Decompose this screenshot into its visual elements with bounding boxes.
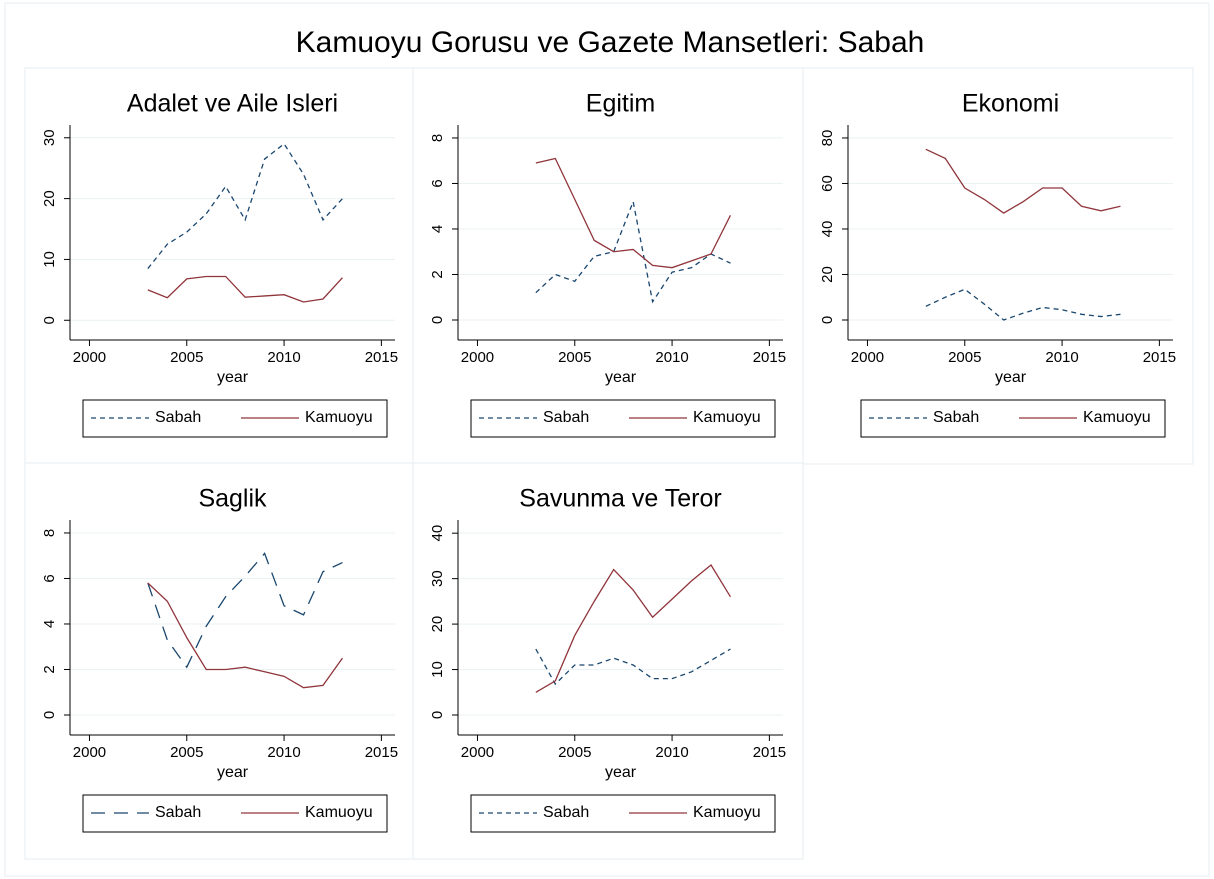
series-line bbox=[535, 648, 731, 686]
y-tick-label: 60 bbox=[819, 175, 836, 192]
legend-box bbox=[470, 794, 776, 833]
y-tick-label: 40 bbox=[819, 221, 836, 238]
x-tick-label: 2015 bbox=[753, 349, 786, 366]
y-tick-label: 4 bbox=[41, 620, 58, 628]
x-axis-label: year bbox=[605, 369, 637, 386]
subplot-title: Ekonomi bbox=[962, 90, 1059, 118]
legend-label: Sabah bbox=[933, 409, 979, 426]
y-tick-label: 0 bbox=[41, 711, 58, 719]
legend-label: Sabah bbox=[543, 804, 589, 821]
x-tick-label: 2010 bbox=[655, 744, 688, 761]
x-tick-label: 2000 bbox=[461, 349, 494, 366]
series-line bbox=[147, 275, 343, 303]
legend-box bbox=[82, 794, 388, 833]
y-tick-label: 30 bbox=[41, 129, 58, 146]
x-tick-label: 2010 bbox=[267, 349, 300, 366]
panel bbox=[412, 67, 804, 465]
y-tick-label: 4 bbox=[429, 225, 446, 233]
x-tick-label: 2000 bbox=[851, 349, 884, 366]
legend-box bbox=[470, 399, 776, 438]
panel bbox=[24, 67, 416, 465]
series-line bbox=[147, 142, 343, 269]
series-line bbox=[535, 157, 732, 269]
x-axis-label: year bbox=[217, 764, 249, 781]
y-tick-label: 8 bbox=[429, 134, 446, 142]
subplot-title: Adalet ve Aile Isleri bbox=[127, 90, 338, 118]
series-line bbox=[925, 148, 1121, 214]
subplot-title: Savunma ve Teror bbox=[519, 485, 721, 513]
x-tick-label: 2000 bbox=[73, 744, 106, 761]
x-tick-label: 2005 bbox=[170, 349, 203, 366]
y-tick-label: 80 bbox=[819, 130, 836, 147]
series-line bbox=[147, 582, 343, 689]
legend-label: Sabah bbox=[155, 804, 201, 821]
x-tick-label: 2015 bbox=[365, 349, 398, 366]
legend-label: Sabah bbox=[543, 409, 589, 426]
y-tick-label: 8 bbox=[41, 529, 58, 537]
y-tick-label: 10 bbox=[41, 251, 58, 268]
y-tick-label: 20 bbox=[41, 190, 58, 207]
legend-box bbox=[860, 399, 1166, 438]
y-tick-label: 6 bbox=[41, 574, 58, 582]
y-tick-label: 0 bbox=[429, 316, 446, 324]
x-tick-label: 2010 bbox=[1045, 349, 1078, 366]
y-tick-label: 30 bbox=[429, 570, 446, 587]
x-axis-label: year bbox=[605, 764, 637, 781]
series-line bbox=[535, 199, 731, 304]
series-line bbox=[147, 552, 343, 669]
chart-title: Kamuoyu Gorusu ve Gazete Mansetleri: Sab… bbox=[296, 26, 925, 59]
legend-label: Sabah bbox=[155, 409, 201, 426]
legend-label: Kamuoyu bbox=[305, 409, 373, 426]
legend-label: Kamuoyu bbox=[693, 804, 761, 821]
y-tick-label: 2 bbox=[429, 270, 446, 278]
x-tick-label: 2015 bbox=[753, 744, 786, 761]
panel bbox=[802, 67, 1194, 465]
x-axis-label: year bbox=[217, 369, 249, 386]
x-tick-label: 2005 bbox=[558, 349, 591, 366]
panel bbox=[412, 462, 804, 860]
x-tick-label: 2000 bbox=[461, 744, 494, 761]
x-tick-label: 2015 bbox=[365, 744, 398, 761]
legend-label: Kamuoyu bbox=[1083, 409, 1151, 426]
y-tick-label: 10 bbox=[429, 661, 446, 678]
y-tick-label: 20 bbox=[819, 266, 836, 283]
x-tick-label: 2005 bbox=[558, 744, 591, 761]
x-tick-label: 2015 bbox=[1143, 349, 1176, 366]
series-line bbox=[535, 564, 732, 693]
y-tick-label: 0 bbox=[819, 316, 836, 324]
x-tick-label: 2005 bbox=[948, 349, 981, 366]
x-tick-label: 2010 bbox=[267, 744, 300, 761]
x-tick-label: 2005 bbox=[170, 744, 203, 761]
y-tick-label: 40 bbox=[429, 525, 446, 542]
subplot-title: Egitim bbox=[586, 90, 655, 118]
x-axis-label: year bbox=[995, 369, 1027, 386]
x-tick-label: 2000 bbox=[73, 349, 106, 366]
y-tick-label: 6 bbox=[429, 179, 446, 187]
y-tick-label: 2 bbox=[41, 665, 58, 673]
legend-label: Kamuoyu bbox=[305, 804, 373, 821]
series-line bbox=[925, 288, 1121, 321]
y-tick-label: 0 bbox=[429, 711, 446, 719]
y-tick-label: 0 bbox=[41, 316, 58, 324]
y-tick-label: 20 bbox=[429, 616, 446, 633]
legend-label: Kamuoyu bbox=[693, 409, 761, 426]
panel bbox=[24, 462, 416, 860]
subplot-title: Saglik bbox=[198, 485, 267, 513]
x-tick-label: 2010 bbox=[655, 349, 688, 366]
legend-box bbox=[82, 399, 388, 438]
